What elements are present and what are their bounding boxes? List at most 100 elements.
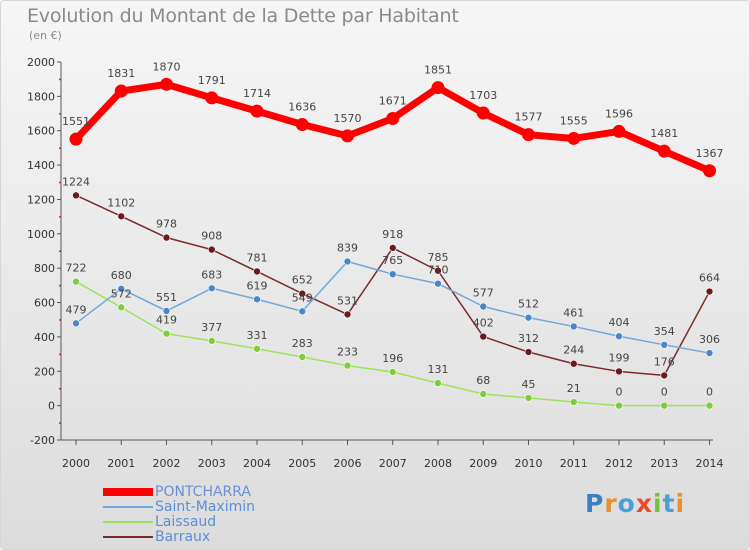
y-minor-tick bbox=[59, 78, 61, 81]
legend-swatch-barraux bbox=[103, 536, 153, 538]
point-barraux bbox=[253, 267, 261, 276]
point-laissaud bbox=[705, 401, 714, 410]
data-label-pontcharra: 1703 bbox=[469, 89, 497, 102]
data-label-pontcharra: 1577 bbox=[515, 111, 543, 124]
data-label-saint-maximin: 710 bbox=[428, 264, 449, 277]
data-label-saint-maximin: 549 bbox=[292, 291, 313, 304]
x-tick-label: 2008 bbox=[424, 457, 452, 470]
data-label-barraux: 908 bbox=[201, 230, 222, 243]
legend-item-laissaud: Laissaud bbox=[103, 514, 363, 530]
data-label-pontcharra: 1870 bbox=[153, 60, 181, 73]
y-tick-label: 600 bbox=[34, 297, 55, 310]
data-label-barraux: 664 bbox=[699, 272, 720, 285]
point-barraux bbox=[705, 287, 714, 296]
data-label-laissaud: 0 bbox=[661, 386, 668, 399]
point-saint-maximin bbox=[434, 279, 442, 288]
data-label-barraux: 199 bbox=[609, 351, 630, 364]
point-saint-maximin bbox=[162, 307, 171, 315]
y-tick-label: 1400 bbox=[27, 159, 55, 172]
data-label-pontcharra: 1831 bbox=[107, 67, 135, 80]
data-label-saint-maximin: 683 bbox=[201, 268, 222, 281]
point-barraux bbox=[117, 212, 126, 221]
data-label-saint-maximin: 306 bbox=[699, 333, 720, 346]
point-barraux bbox=[569, 359, 578, 368]
data-label-barraux: 1102 bbox=[107, 196, 135, 209]
legend-item-pontcharra: PONTCHARRA bbox=[103, 484, 363, 500]
chart-title: Evolution du Montant de la Dette par Hab… bbox=[27, 5, 459, 27]
data-label-pontcharra: 1671 bbox=[379, 95, 407, 108]
data-label-laissaud: 722 bbox=[66, 262, 87, 275]
data-label-saint-maximin: 479 bbox=[66, 303, 87, 316]
data-label-saint-maximin: 839 bbox=[337, 241, 358, 254]
legend-swatch-saint-maximin bbox=[103, 506, 153, 508]
legend-item-barraux: Barraux bbox=[103, 529, 363, 545]
y-tick-label: 200 bbox=[34, 365, 55, 378]
point-barraux bbox=[434, 266, 442, 275]
data-label-laissaud: 572 bbox=[111, 287, 132, 300]
data-label-laissaud: 377 bbox=[201, 321, 222, 334]
point-laissaud bbox=[434, 379, 442, 387]
data-label-pontcharra: 1555 bbox=[560, 114, 588, 127]
point-pontcharra bbox=[703, 164, 716, 178]
point-laissaud bbox=[524, 394, 533, 402]
data-label-barraux: 978 bbox=[156, 218, 177, 231]
y-tick-label: 0 bbox=[48, 400, 55, 413]
data-label-saint-maximin: 577 bbox=[473, 286, 494, 299]
point-laissaud bbox=[253, 344, 261, 353]
y-tick-label: 400 bbox=[34, 331, 55, 344]
data-label-saint-maximin: 551 bbox=[156, 291, 177, 304]
data-label-saint-maximin: 461 bbox=[563, 306, 584, 319]
point-laissaud bbox=[162, 329, 171, 338]
data-label-laissaud: 196 bbox=[382, 352, 403, 365]
point-barraux bbox=[162, 233, 171, 242]
y-tick-label: 1600 bbox=[27, 125, 55, 138]
point-saint-maximin bbox=[298, 307, 307, 316]
x-tick-label: 2005 bbox=[288, 457, 316, 470]
data-label-saint-maximin: 619 bbox=[247, 279, 268, 292]
point-barraux bbox=[72, 191, 80, 200]
point-pontcharra bbox=[476, 106, 490, 120]
legend-swatch-laissaud bbox=[103, 521, 153, 523]
point-pontcharra bbox=[250, 104, 264, 118]
data-label-saint-maximin: 765 bbox=[382, 254, 403, 267]
y-minor-tick bbox=[59, 387, 61, 390]
data-label-laissaud: 131 bbox=[428, 363, 449, 376]
data-label-pontcharra: 1367 bbox=[696, 147, 724, 160]
y-minor-tick bbox=[59, 181, 61, 184]
y-minor-tick bbox=[59, 353, 61, 356]
data-label-barraux: 781 bbox=[247, 251, 268, 264]
x-tick-label: 2014 bbox=[696, 457, 724, 470]
data-label-laissaud: 21 bbox=[567, 382, 581, 395]
point-laissaud bbox=[298, 353, 307, 361]
data-label-pontcharra: 1714 bbox=[243, 87, 271, 100]
point-barraux bbox=[298, 289, 307, 298]
data-label-pontcharra: 1851 bbox=[424, 64, 452, 77]
x-tick-label: 2007 bbox=[379, 457, 407, 470]
point-saint-maximin bbox=[207, 284, 216, 293]
data-label-laissaud: 283 bbox=[292, 337, 313, 350]
data-label-saint-maximin: 404 bbox=[609, 316, 630, 329]
point-pontcharra bbox=[386, 112, 400, 126]
point-saint-maximin bbox=[479, 302, 488, 311]
y-tick-label: 1200 bbox=[27, 193, 55, 206]
data-label-saint-maximin: 354 bbox=[654, 325, 675, 338]
point-pontcharra bbox=[567, 131, 581, 145]
data-label-barraux: 244 bbox=[563, 344, 584, 357]
data-label-laissaud: 233 bbox=[337, 346, 358, 359]
point-saint-maximin bbox=[253, 295, 261, 304]
point-laissaud bbox=[615, 401, 623, 410]
x-tick-label: 2011 bbox=[560, 457, 588, 470]
data-label-pontcharra: 1481 bbox=[650, 127, 678, 140]
point-barraux bbox=[388, 244, 397, 252]
point-pontcharra bbox=[657, 144, 671, 158]
point-laissaud bbox=[72, 277, 80, 286]
data-label-laissaud: 45 bbox=[522, 378, 536, 391]
x-tick-label: 2009 bbox=[469, 457, 497, 470]
x-tick-label: 2002 bbox=[153, 457, 181, 470]
data-label-barraux: 918 bbox=[382, 228, 403, 241]
data-label-laissaud: 68 bbox=[476, 374, 490, 387]
data-label-barraux: 176 bbox=[654, 355, 675, 368]
point-laissaud bbox=[388, 368, 397, 376]
y-tick-label: 2000 bbox=[27, 56, 55, 69]
